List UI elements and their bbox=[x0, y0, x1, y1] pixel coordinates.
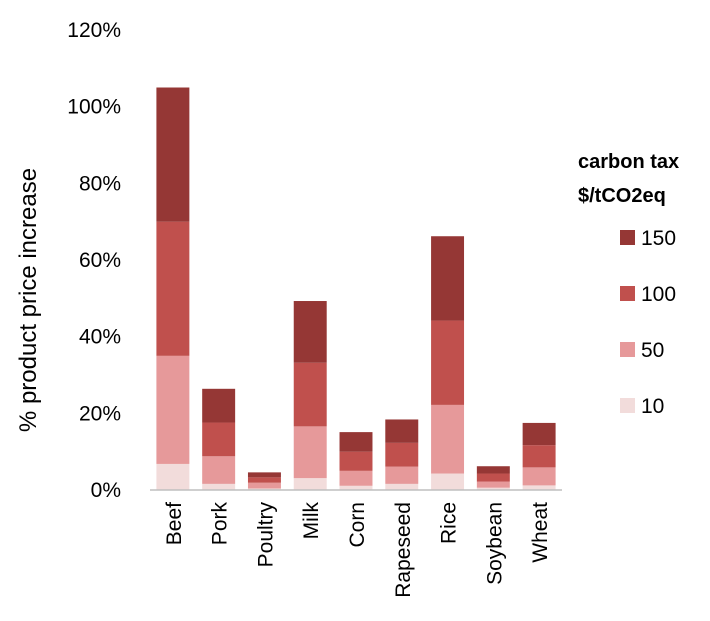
legend-label-100: 100 bbox=[641, 283, 676, 306]
bar-segment-rapeseed-50 bbox=[385, 466, 419, 484]
bar-segment-milk-100 bbox=[293, 362, 327, 427]
bar-segment-soybean-150 bbox=[476, 466, 510, 474]
bars bbox=[156, 87, 556, 490]
y-tick-label: 0% bbox=[91, 479, 121, 502]
bar-segment-rapeseed-10 bbox=[385, 483, 419, 490]
category-labels: Beef Pork Poultry Milk Corn Rapeseed Rice Soybe… bbox=[163, 502, 552, 598]
bar-segment-pork-100 bbox=[202, 422, 236, 457]
bar-segment-soybean-10 bbox=[476, 487, 510, 490]
bar-segment-wheat-150 bbox=[522, 422, 556, 446]
bar-segment-poultry-150 bbox=[247, 472, 281, 478]
x-category-label: Wheat bbox=[529, 502, 552, 563]
bar-segment-soybean-50 bbox=[476, 481, 510, 488]
bar-segment-rice-100 bbox=[431, 320, 465, 405]
legend-label-10: 10 bbox=[641, 395, 664, 418]
legend-label-150: 150 bbox=[641, 227, 676, 250]
bar-segment-soybean-100 bbox=[476, 473, 510, 482]
x-category-label: Pork bbox=[209, 502, 232, 546]
bar-segment-corn-10 bbox=[339, 485, 373, 490]
x-category-label: Milk bbox=[300, 502, 323, 540]
x-category-label: Rapeseed bbox=[392, 502, 415, 598]
bar-segment-beef-50 bbox=[156, 355, 190, 464]
bar-segment-wheat-10 bbox=[522, 485, 556, 490]
y-tick-label: 60% bbox=[79, 249, 121, 272]
legend-swatch-10 bbox=[620, 398, 635, 413]
legend-title-line-1: carbon tax bbox=[578, 151, 679, 173]
x-category-label: Rice bbox=[438, 502, 461, 544]
legend-swatch-100 bbox=[620, 286, 635, 301]
bar-segment-milk-10 bbox=[293, 478, 327, 490]
y-tick-label: 80% bbox=[79, 172, 121, 195]
y-tick-label: 20% bbox=[79, 402, 121, 425]
bar-segment-rice-50 bbox=[431, 404, 465, 474]
bar-segment-beef-150 bbox=[156, 87, 190, 222]
bar-segment-wheat-50 bbox=[522, 467, 556, 486]
y-axis-ticks: 0% 20% 40% 60% 80% 100% 120% bbox=[67, 19, 121, 502]
bar-segment-pork-50 bbox=[202, 456, 236, 484]
bar-segment-poultry-50 bbox=[247, 482, 281, 489]
bar-segment-milk-50 bbox=[293, 426, 327, 479]
x-category-label: Poultry bbox=[254, 502, 277, 568]
x-category-label: Beef bbox=[163, 502, 186, 545]
x-category-label: Corn bbox=[346, 502, 369, 548]
bar-segment-rapeseed-150 bbox=[385, 419, 419, 443]
bar-segment-corn-50 bbox=[339, 470, 373, 486]
bar-segment-pork-10 bbox=[202, 483, 236, 490]
y-tick-label: 40% bbox=[79, 326, 121, 349]
bar-segment-beef-100 bbox=[156, 221, 190, 356]
bar-segment-corn-100 bbox=[339, 451, 373, 471]
bar-segment-milk-150 bbox=[293, 301, 327, 363]
x-category-label: Soybean bbox=[483, 502, 506, 585]
bar-segment-pork-150 bbox=[202, 388, 236, 423]
legend-title-line-2: $/tCO2eq bbox=[578, 185, 666, 207]
legend-label-50: 50 bbox=[641, 339, 664, 362]
bar-segment-poultry-10 bbox=[247, 488, 281, 490]
bar-segment-corn-150 bbox=[339, 432, 373, 452]
bar-segment-rice-10 bbox=[431, 473, 465, 490]
y-tick-label: 100% bbox=[67, 96, 121, 119]
bar-segment-wheat-100 bbox=[522, 445, 556, 468]
bar-segment-rapeseed-100 bbox=[385, 442, 419, 467]
y-tick-label: 120% bbox=[67, 19, 121, 42]
legend-swatch-50 bbox=[620, 342, 635, 357]
legend: carbon tax $/tCO2eq 150 100 50 10 bbox=[578, 151, 679, 418]
bar-segment-poultry-100 bbox=[247, 477, 281, 483]
bar-segment-rice-150 bbox=[431, 236, 465, 321]
legend-swatch-150 bbox=[620, 230, 635, 245]
y-axis-title: % product price increase bbox=[15, 168, 42, 432]
bar-segment-beef-10 bbox=[156, 463, 190, 490]
